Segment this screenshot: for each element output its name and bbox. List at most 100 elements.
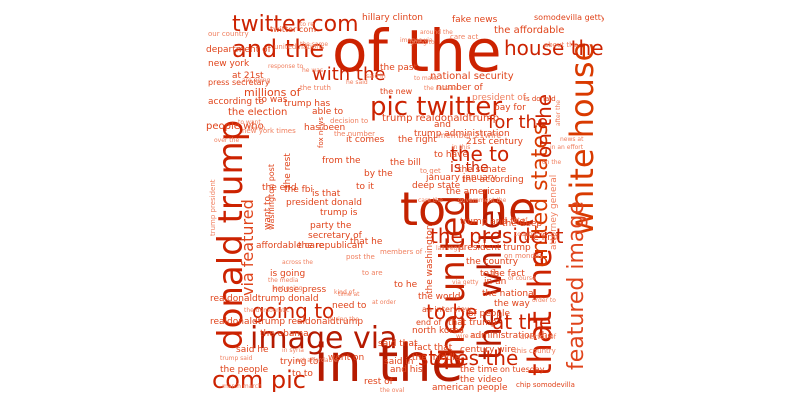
cloud-word: to make: [414, 75, 439, 82]
cloud-word: national security: [430, 71, 514, 82]
cloud-word: to he: [394, 280, 418, 290]
cloud-word: the time: [460, 365, 498, 375]
cloud-word: said in: [384, 357, 414, 367]
cloud-word: trump administration: [414, 129, 510, 139]
cloud-word: states the: [418, 346, 519, 370]
cloud-word: trump president: [209, 179, 217, 236]
cloud-word: the washington: [425, 224, 435, 294]
cloud-word: press secretary: [208, 78, 270, 87]
cloud-word: this country: [514, 347, 556, 355]
cloud-word: our country: [208, 30, 249, 38]
cloud-word: house press: [272, 285, 327, 295]
cloud-word: century wire: [460, 345, 517, 355]
cloud-word: new york times: [242, 127, 296, 135]
cloud-word: pic twitter: [370, 92, 503, 122]
cloud-word: 21st century: [466, 137, 523, 147]
cloud-word: after the: [555, 100, 562, 126]
cloud-word: is that: [312, 189, 341, 199]
cloud-word: party the: [310, 221, 352, 231]
cloud-word: for the: [488, 112, 549, 133]
cloud-word: president of: [472, 93, 526, 103]
cloud-word: president donald: [286, 198, 362, 208]
cloud-word: trump is: [320, 208, 358, 218]
cloud-word: is going: [270, 269, 306, 279]
cloud-word: featured image: [564, 201, 589, 370]
cloud-word: over the: [214, 137, 240, 144]
cloud-word: care act: [450, 33, 479, 41]
cloud-word: the first: [524, 233, 560, 243]
cloud-word: of people: [468, 309, 511, 319]
cloud-word: united nations: [274, 43, 325, 51]
cloud-word: director of: [520, 333, 557, 341]
cloud-word: attorney general: [549, 174, 559, 250]
cloud-word: the bill: [390, 158, 421, 168]
cloud-word: via getty: [452, 279, 479, 286]
cloud-word: washington post: [267, 164, 276, 230]
cloud-word: order to: [532, 297, 556, 304]
cloud-word: in this: [452, 144, 471, 151]
cloud-word: in an effort: [550, 144, 584, 151]
cloud-word: decision to: [330, 117, 369, 125]
cloud-word: that he: [350, 237, 383, 247]
cloud-word: the democratic: [244, 307, 290, 314]
cloud-word: realdonaldtrump realdonaldtrump: [210, 317, 364, 327]
cloud-word: according to: [208, 97, 264, 107]
cloud-word: of the: [332, 17, 502, 85]
cloud-word: millions of: [244, 86, 301, 99]
cloud-word: the media: [268, 277, 299, 284]
cloud-word: is donald: [524, 95, 556, 103]
cloud-word: going to: [252, 299, 335, 323]
cloud-word: the to: [450, 142, 510, 166]
cloud-word: that trump: [448, 318, 497, 328]
cloud-word: the number: [334, 130, 376, 138]
cloud-word: he was: [302, 67, 324, 74]
cloud-word: to are: [362, 269, 383, 277]
cloud-word: response to: [268, 63, 304, 70]
cloud-word: american people: [432, 383, 508, 393]
cloud-word: trump realdonaldtrump: [382, 113, 500, 124]
cloud-word: hillary clinton: [362, 13, 424, 23]
cloud-word: to was: [258, 95, 288, 105]
cloud-word: deep state: [412, 181, 461, 191]
cloud-word: during the: [328, 316, 360, 323]
cloud-word: went on: [328, 353, 365, 363]
cloud-word: com pic: [212, 366, 306, 392]
cloud-word: twitter com: [232, 12, 359, 37]
cloud-word: fox news: [317, 116, 325, 148]
cloud-word: going to: [410, 39, 435, 46]
cloud-word: he said: [346, 79, 368, 86]
cloud-word: act affordable: [296, 357, 338, 364]
cloud-word: wire 21st: [456, 333, 484, 340]
cloud-word: said he: [236, 345, 269, 355]
cloud-word: at order: [372, 299, 396, 306]
cloud-word: the republican: [298, 241, 363, 251]
cloud-word: fake news: [452, 15, 498, 25]
cloud-word: of course: [508, 275, 536, 282]
cloud-word: the obama: [260, 329, 309, 339]
cloud-word: and his: [390, 365, 423, 375]
cloud-word: image via: [250, 321, 398, 356]
cloud-word: an interview: [422, 305, 472, 314]
cloud-word: administration the: [470, 331, 554, 341]
cloud-word: the fbi: [284, 185, 314, 195]
cloud-word: members of: [380, 248, 423, 256]
cloud-word: the affordable: [494, 25, 565, 36]
cloud-word: somodevilla getty: [534, 13, 604, 22]
cloud-word: at the: [492, 310, 552, 334]
cloud-word: the national: [482, 289, 537, 299]
cloud-word: the way: [494, 299, 530, 309]
cloud-word: to is: [480, 269, 500, 279]
cloud-word: on monday: [504, 252, 544, 260]
cloud-word: number of: [436, 83, 483, 93]
cloud-word: member 21wire: [438, 131, 502, 140]
cloud-word: country in: [514, 231, 545, 238]
cloud-word: in syria: [282, 347, 304, 354]
cloud-word: not going: [274, 285, 303, 292]
cloud-word: the deep: [502, 219, 543, 229]
cloud-word: around the: [420, 29, 453, 36]
cloud-word: time at: [338, 291, 360, 298]
cloud-word: able to: [312, 107, 344, 117]
cloud-word: secretary of: [308, 231, 362, 241]
cloud-word: need to: [332, 301, 367, 311]
cloud-word: realdonaldtrump donald: [210, 294, 319, 304]
